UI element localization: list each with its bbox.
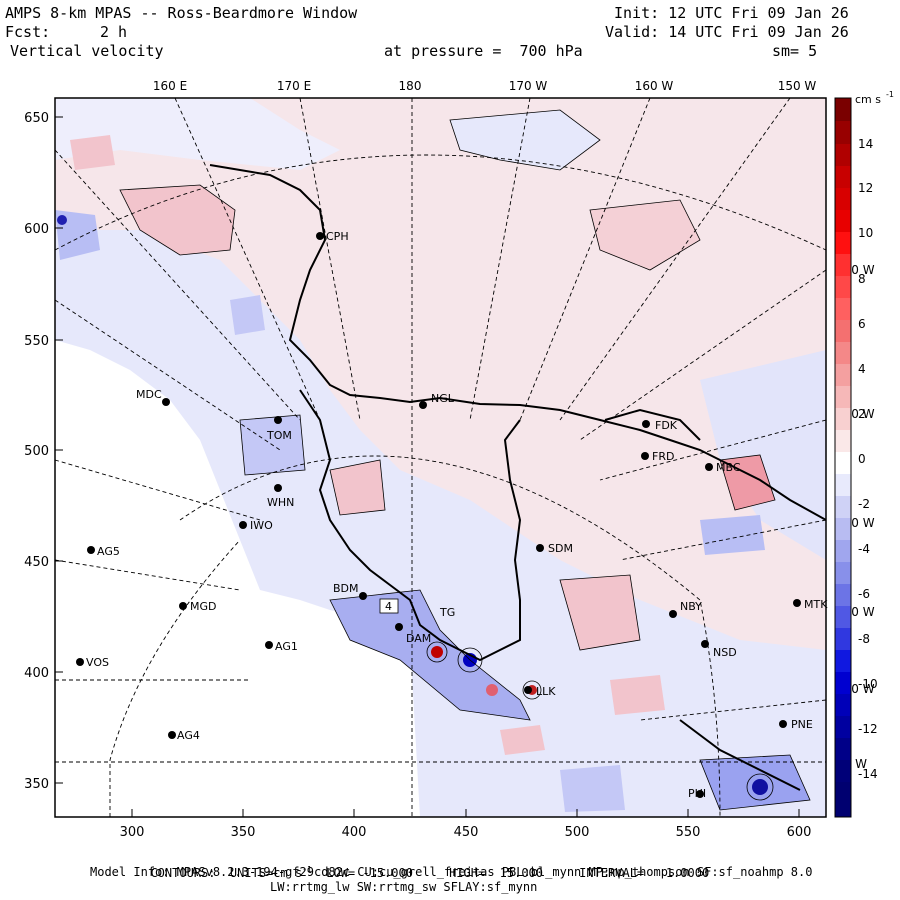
lon-180: 180 (399, 79, 422, 93)
lon-160w: 160 W (635, 79, 674, 93)
station-label-llk: LLK (536, 685, 556, 698)
colorbar-label-neg14: -14 (858, 767, 878, 781)
field-name: Vertical velocity (10, 42, 164, 60)
contour-units: CONTOURS: UNITS=cm s (150, 866, 303, 880)
station-label-ag4: AG4 (177, 729, 200, 742)
station-label-vos: VOS (86, 656, 109, 669)
y-tick-650: 650 (24, 111, 49, 126)
station-label-dam: DAM (406, 632, 431, 645)
lon-170e: 170 E (277, 79, 311, 93)
station-label-cph: CPH (326, 230, 349, 243)
colorbar-labels: 14 12 10 8 6 4 2 0 -2 -4 -6 -8 -10 -12 -… (858, 137, 878, 781)
longitude-labels-top: 160 E 170 E 180 170 W 160 W 150 W (153, 79, 817, 93)
colorbar-label-neg8: -8 (858, 632, 870, 646)
y-tick-400: 400 (24, 666, 49, 681)
x-tick-600: 600 (787, 825, 812, 840)
contour-range: LOW= -15.000 HIGH= 15.000 INTERVAL= 1.00… (311, 866, 710, 880)
map-title: AMPS 8-km MPAS -- Ross-Beardmore Window (5, 4, 358, 22)
station-labels: CPH NGL MDC TOM WHN IWO AG5 MGD AG1 VOS … (86, 230, 828, 800)
y-tick-350: 350 (24, 777, 49, 792)
station-label-nsd: NSD (713, 646, 737, 659)
station-label-ngl: NGL (431, 392, 455, 405)
forecast-hour: 2 h (100, 23, 128, 41)
graticule (55, 98, 826, 817)
station-label-ag1: AG1 (275, 640, 298, 653)
init-time: Init: 12 UTC Fri 09 Jan 26 (614, 4, 849, 22)
colorbar-units: cm s -1 (855, 90, 894, 106)
x-tick-450: 450 (454, 825, 479, 840)
colorbar-label-neg12: -12 (858, 722, 878, 736)
station-markers (76, 232, 801, 798)
station-label-mgd: MGD (190, 600, 217, 613)
station-label-pne: PNE (791, 718, 813, 731)
y-tick-500: 500 (24, 444, 49, 459)
y-tick-450: 450 (24, 555, 49, 570)
x-tick-400: 400 (342, 825, 367, 840)
map-field (55, 98, 826, 817)
colorbar-label-4: 4 (858, 362, 866, 376)
colorbar-units-text: cm s (855, 93, 881, 106)
colorbar-label-neg10: -10 (858, 677, 878, 691)
colorbar-label-6: 6 (858, 317, 866, 331)
station-label-bdm: BDM (333, 582, 359, 595)
station-label-ag5: AG5 (97, 545, 120, 558)
colorbar-label-2: 2 (858, 407, 866, 421)
lon-150w: 150 W (778, 79, 817, 93)
coastline (209, 164, 826, 791)
station-label-whn: WHN (267, 496, 294, 509)
colorbar-units-exp: -1 (886, 90, 894, 99)
smoothing-value: sm= 5 (772, 42, 818, 60)
station-label-phi: PHI (688, 787, 706, 800)
colorbar (834, 97, 852, 818)
station-label-mdc: MDC (136, 388, 162, 401)
pressure-level: at pressure = 700 hPa (384, 42, 583, 60)
station-label-nby: NBY (680, 600, 702, 613)
station-label-mtk: MTK (804, 598, 828, 611)
colorbar-label-14: 14 (858, 137, 873, 151)
x-tick-300: 300 (120, 825, 145, 840)
forecast-label: Fcst: (5, 23, 51, 41)
colorbar-label-12: 12 (858, 181, 873, 195)
y-tick-550: 550 (24, 334, 49, 349)
colorbar-label-neg6: -6 (858, 587, 870, 601)
station-label-sdm: SDM (548, 542, 573, 555)
map-frame (54, 97, 827, 818)
lon-160e: 160 E (153, 79, 187, 93)
lon-170w: 170 W (509, 79, 548, 93)
station-label-tg: TG (439, 606, 455, 619)
colorbar-label-10: 10 (858, 226, 873, 240)
colorbar-label-neg2: -2 (858, 497, 870, 511)
station-label-tom: TOM (266, 429, 292, 442)
model-info: Model Info: MPASv8.2.3-194-gf29cd82c CU:… (90, 865, 813, 879)
contour-info: CONTOURS: UNITS=cm s-1 LOW= -15.000 HIGH… (136, 851, 709, 880)
station-label-iwo: IWO (250, 519, 273, 532)
y-tick-labels: 650 600 550 500 450 400 350 (24, 111, 49, 792)
station-label-mbc: MBC (716, 461, 741, 474)
x-tick-labels: 300 350 400 450 500 550 600 (120, 825, 812, 840)
valid-time: Valid: 14 UTC Fri 09 Jan 26 (605, 23, 849, 41)
x-tick-350: 350 (231, 825, 256, 840)
colorbar-label-8: 8 (858, 272, 866, 286)
contour-units-exp: -1 (302, 865, 312, 874)
colorbar-label-neg4: -4 (858, 542, 870, 556)
model-info-radiation: LW:rrtmg_lw SW:rrtmg_sw SFLAY:sf_mynn (270, 880, 538, 894)
station-label-frd: FRD (652, 450, 674, 463)
x-tick-550: 550 (676, 825, 701, 840)
station-label-fdk: FDK (655, 419, 678, 432)
axis-ticks (55, 116, 800, 817)
station-label-4: 4 (385, 600, 392, 613)
colorbar-label-0: 0 (858, 452, 866, 466)
x-tick-500: 500 (565, 825, 590, 840)
y-tick-600: 600 (24, 222, 49, 237)
